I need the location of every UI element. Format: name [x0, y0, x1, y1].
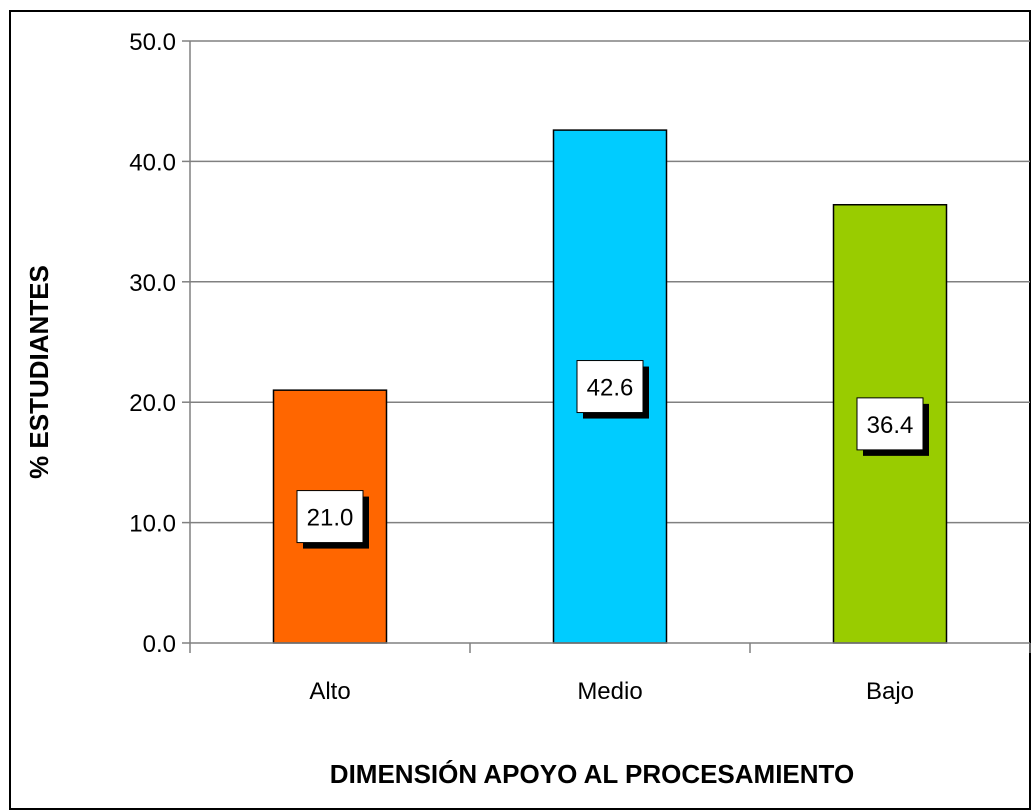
x-tick-label: Medio — [577, 678, 642, 705]
y-tick-label: 10.0 — [129, 511, 176, 538]
data-label: 42.6 — [587, 375, 634, 402]
y-tick-label: 40.0 — [129, 149, 176, 176]
y-tick-label: 30.0 — [129, 270, 176, 297]
data-labels: 21.0 42.6 36.4 — [296, 360, 929, 549]
y-tick-label: 0.0 — [143, 631, 176, 658]
axes — [189, 41, 1031, 653]
y-tick-label: 20.0 — [129, 390, 176, 417]
data-label-box — [856, 397, 924, 451]
x-axis-ticks: Alto Medio Bajo — [309, 678, 914, 705]
bar-chart: 0.0 10.0 20.0 30.0 40.0 50.0 Alto Medio Bajo 21… — [24, 29, 1031, 788]
x-tick-label: Alto — [309, 678, 350, 705]
data-label-box — [296, 490, 364, 544]
data-label: 36.4 — [867, 412, 914, 439]
y-axis-title: % ESTUDIANTES — [24, 265, 54, 479]
data-label: 21.0 — [307, 505, 354, 532]
data-label-box — [576, 360, 644, 414]
y-tick-label: 50.0 — [129, 29, 176, 56]
x-tick-label: Bajo — [866, 678, 914, 705]
x-axis-title: DIMENSIÓN APOYO AL PROCESAMIENTO — [330, 759, 854, 788]
y-axis-ticks: 0.0 10.0 20.0 30.0 40.0 50.0 — [129, 29, 190, 658]
